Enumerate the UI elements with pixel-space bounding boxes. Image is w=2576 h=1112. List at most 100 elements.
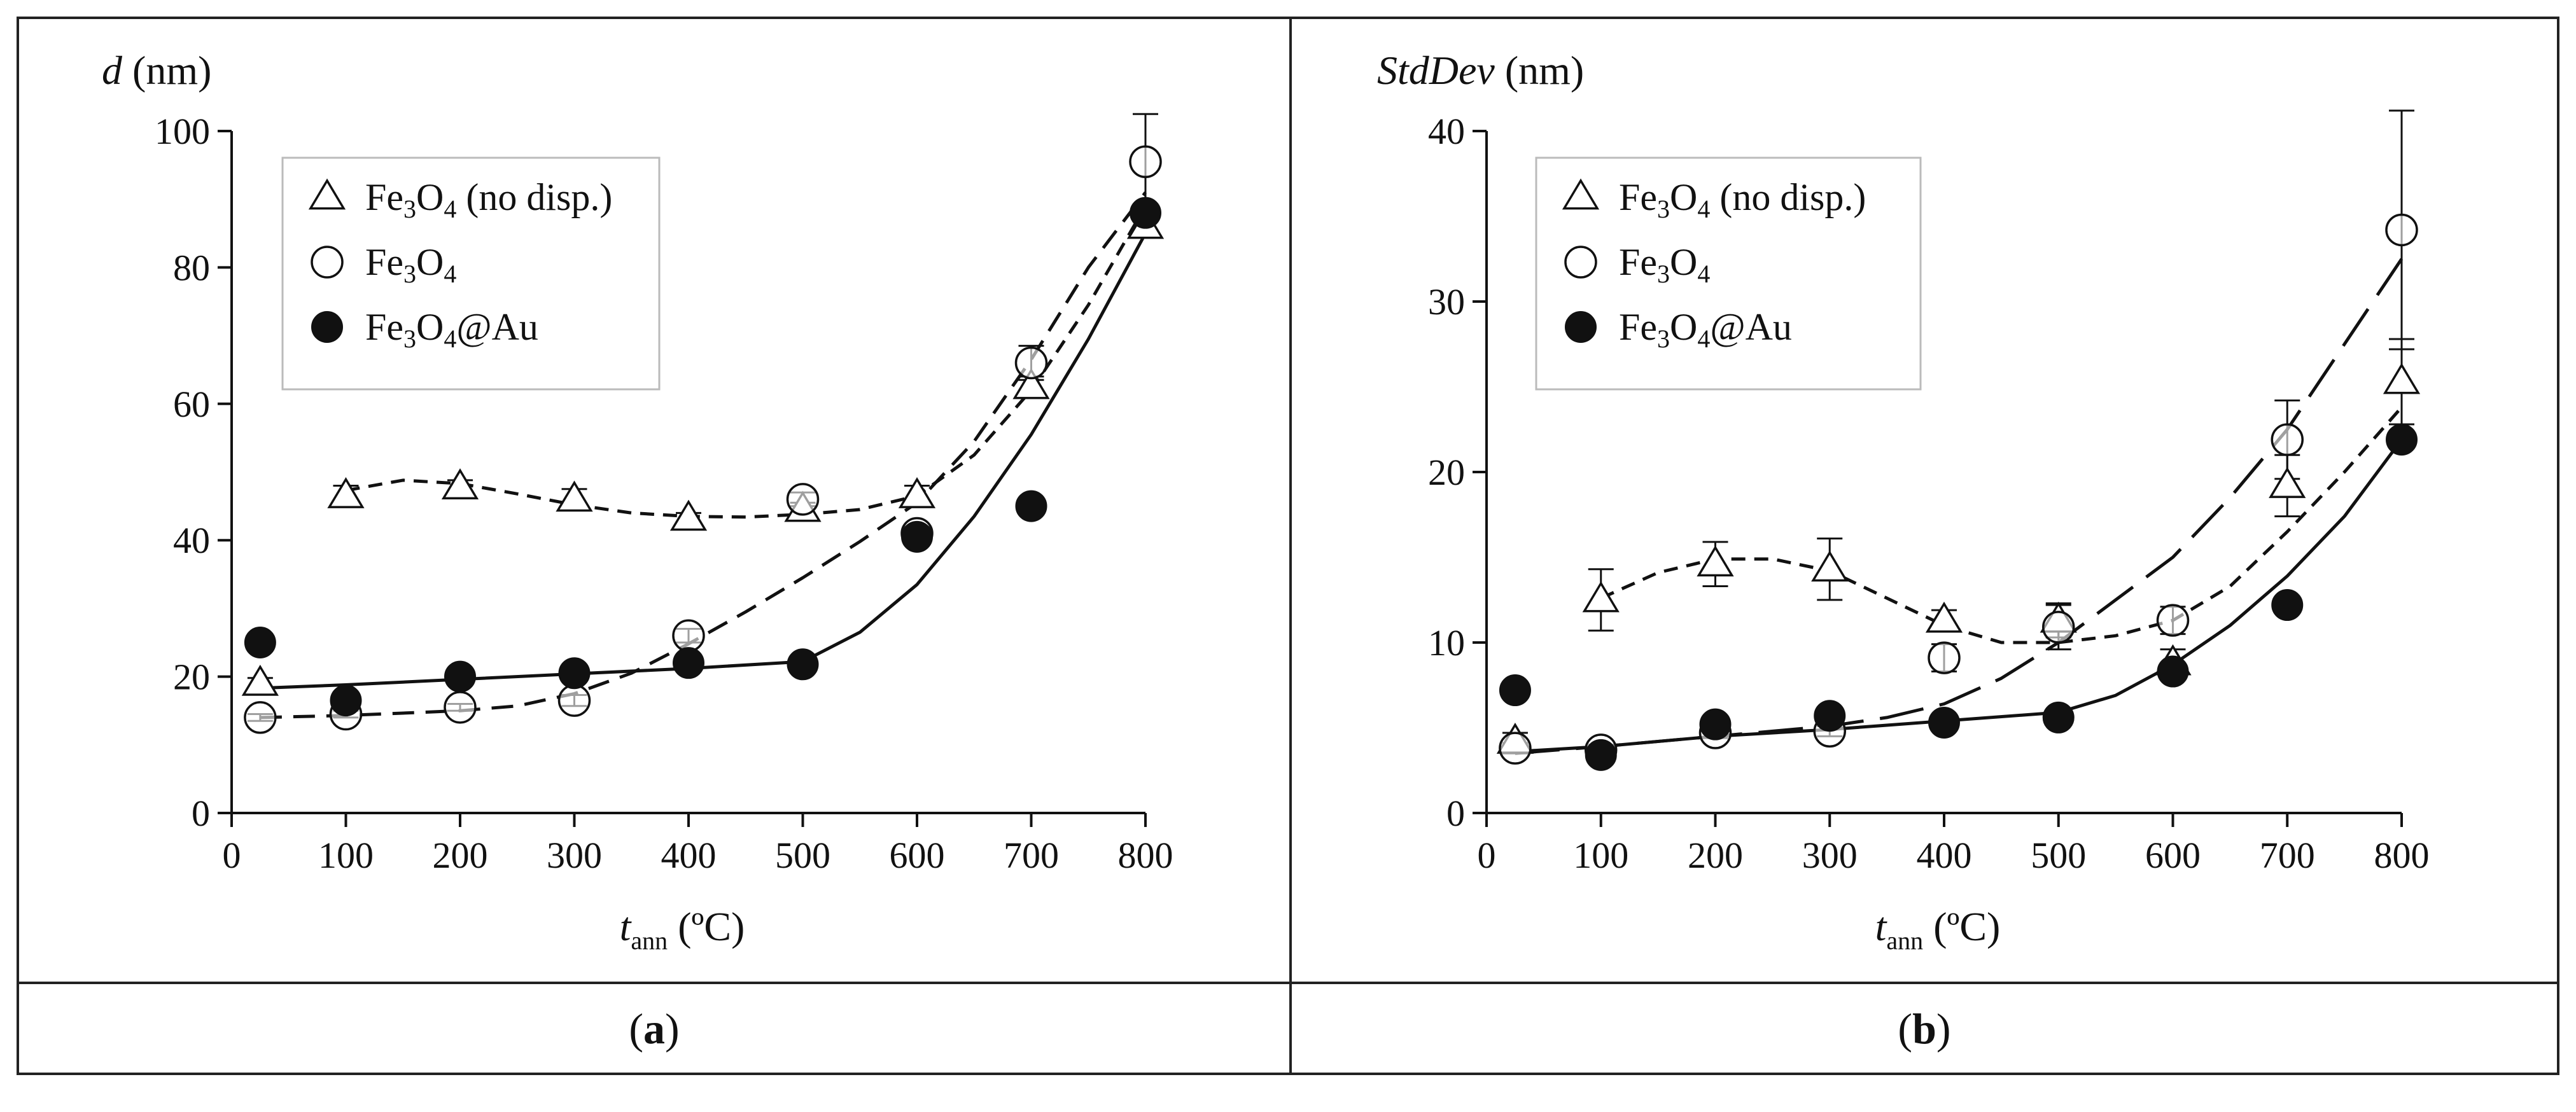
legend-label: Fe3O4@Au — [365, 306, 538, 353]
legend-label: Fe3O4 — [1619, 241, 1710, 288]
x-tick-label: 0 — [1478, 835, 1496, 876]
x-axis-title: tann (ºC) — [620, 904, 745, 955]
data-point-circle-open — [557, 684, 591, 717]
y-axis-unit: (nm) — [122, 48, 211, 93]
data-point-triangle-open — [327, 477, 365, 508]
y-tick-label: 40 — [1428, 111, 1465, 152]
data-point-circle-filled — [244, 627, 276, 658]
legend-label-main: O — [1670, 306, 1697, 348]
x-axis-symbol: t — [1875, 904, 1888, 949]
legend-label-sub: 3 — [1657, 195, 1670, 223]
data-point-circle-open — [1014, 346, 1048, 380]
legend-label-sub: 3 — [1657, 324, 1670, 353]
x-tick-label: 400 — [1917, 835, 1972, 876]
legend-label-main: Fe — [365, 241, 403, 283]
x-axis-title: tann (ºC) — [1875, 904, 2001, 955]
data-point-triangle-open — [1811, 550, 1849, 582]
data-point-triangle-open — [441, 468, 479, 499]
y-tick-label: 0 — [192, 793, 210, 834]
legend-label-suffix: @Au — [1710, 306, 1792, 348]
legend-marker-triangle-open — [308, 178, 346, 210]
y-axis-title: d (nm) — [102, 48, 211, 93]
y-tick-label: 40 — [173, 520, 210, 561]
caption-a: (a) — [629, 1004, 679, 1053]
legend-label-main: O — [416, 241, 444, 283]
y-tick-label: 60 — [173, 384, 210, 425]
data-point-circle-filled — [1928, 706, 1960, 739]
x-tick-label: 400 — [661, 835, 717, 876]
legend-label: Fe3O4 — [365, 241, 456, 288]
legend-label-main: O — [1670, 241, 1697, 283]
data-point-circle-open — [1928, 641, 1961, 674]
caption-b: (b) — [1898, 1004, 1950, 1053]
y-tick-label: 20 — [173, 657, 210, 698]
data-point-circle-filled — [1814, 700, 1846, 732]
data-point-triangle-open — [1582, 581, 1620, 613]
data-point-circle-filled — [673, 647, 704, 679]
data-point-triangle-open — [2383, 363, 2421, 394]
data-point-circle-open — [1499, 732, 1532, 765]
data-point-circle-filled — [901, 520, 933, 553]
y-tick-label: 80 — [173, 247, 210, 288]
data-point-circle-open — [786, 483, 820, 516]
legend-marker-circle-filled — [311, 311, 343, 343]
chart-panel-a: 0 20 40 60 80 100 0 100 200 300 400 500 600 700 800 d (… — [102, 48, 1173, 955]
legend-label: Fe3O4@Au — [1619, 306, 1792, 353]
fit-curve-circle-open — [260, 191, 1147, 719]
data-point-circle-filled — [1699, 708, 1732, 740]
data-point-triangle-open — [898, 477, 936, 508]
x-tick-label: 700 — [1004, 835, 1059, 876]
data-point-circle-filled — [787, 648, 819, 681]
legend-label-suffix: (no disp.) — [1710, 176, 1866, 218]
data-point-triangle-open — [1925, 601, 1963, 633]
legend-label-sub: 4 — [1697, 260, 1710, 288]
x-tick-label: 600 — [890, 835, 945, 876]
data-point-circle-filled — [444, 660, 476, 693]
caption-a-letter: a — [643, 1004, 665, 1053]
legend-label-sub: 4 — [1697, 324, 1710, 353]
data-point-circle-open — [1129, 145, 1162, 178]
fit-curve-circle-filled — [1515, 438, 2404, 753]
x-tick-label: 300 — [547, 835, 602, 876]
data-point-circle-filled — [2386, 424, 2418, 456]
data-point-circle-open — [244, 701, 277, 734]
x-axis-unit: (ºC) — [668, 904, 745, 949]
x-tick-label: 0 — [223, 835, 241, 876]
data-point-circle-open — [2385, 213, 2418, 247]
data-point-circle-filled — [2157, 655, 2189, 688]
legend-label-main: Fe — [1619, 176, 1657, 218]
x-axis-unit: (ºC) — [1923, 904, 2000, 949]
legend-marker-triangle-open — [1562, 178, 1600, 210]
legend-label-suffix: @Au — [456, 306, 538, 348]
data-point-circle-filled — [1585, 739, 1617, 771]
x-tick-label: 800 — [1118, 835, 1173, 876]
data-point-circle-open — [444, 691, 477, 724]
legend-label-sub: 4 — [444, 260, 456, 288]
data-point-circle-open — [2042, 611, 2075, 644]
data-point-triangle-open — [1012, 368, 1050, 400]
legend-marker-circle-filled — [1565, 311, 1597, 343]
data-point-circle-filled — [1499, 674, 1531, 707]
legend-label-suffix: (no disp.) — [456, 176, 612, 218]
legend-label-main: Fe — [365, 306, 403, 348]
data-point-triangle-open — [2269, 466, 2306, 498]
data-point-circle-open — [2271, 423, 2304, 456]
x-tick-label: 100 — [1573, 835, 1628, 876]
legend-label-sub: 3 — [403, 324, 416, 353]
y-axis-symbol: d — [102, 48, 123, 93]
caption-b-letter: b — [1912, 1004, 1936, 1053]
x-tick-label: 800 — [2374, 835, 2430, 876]
legend-label-sub: 4 — [444, 324, 456, 353]
legend-marker-circle-open — [311, 246, 344, 279]
y-tick-label: 20 — [1428, 452, 1465, 493]
x-tick-label: 500 — [2031, 835, 2086, 876]
legend-label-main: Fe — [1619, 306, 1657, 348]
data-point-circle-filled — [330, 685, 362, 717]
x-tick-label: 300 — [1802, 835, 1858, 876]
y-tick-label: 10 — [1428, 622, 1465, 664]
y-tick-label: 30 — [1428, 281, 1465, 323]
table-frame — [17, 17, 2559, 1075]
